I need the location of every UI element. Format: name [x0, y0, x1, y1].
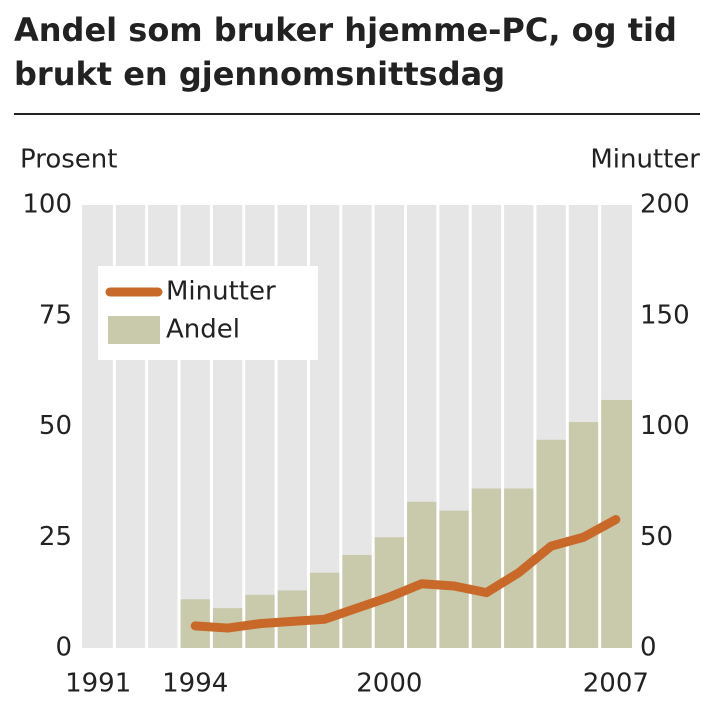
y-tick-label: 100	[22, 190, 72, 220]
bar	[405, 501, 438, 648]
legend-box	[98, 266, 318, 360]
legend-label: Minutter	[166, 277, 276, 307]
bar	[308, 572, 341, 648]
x-tick-label: 1994	[162, 669, 228, 699]
y-tick-label: 75	[39, 300, 72, 330]
x-tick-label: 2000	[356, 669, 422, 699]
y2-tick-label: 50	[640, 522, 673, 552]
legend-label: Andel	[166, 315, 240, 345]
y2-tick-label: 150	[640, 300, 690, 330]
y-tick-label: 25	[39, 522, 72, 552]
y2-tick-label: 100	[640, 411, 690, 441]
bar	[470, 488, 503, 648]
y-tick-label: 0	[55, 633, 72, 663]
y2-tick-label: 0	[640, 633, 657, 663]
chart-title: Andel som bruker hjemme-PC, og tid brukt…	[14, 11, 677, 93]
x-tick-label: 2007	[583, 669, 649, 699]
x-tick-label: 1991	[65, 669, 131, 699]
bar	[437, 510, 471, 648]
y-tick-label: 50	[39, 411, 72, 441]
y2-axis-label: Minutter	[590, 145, 700, 175]
y-axis-label: Prosent	[20, 145, 117, 175]
legend-swatch	[108, 316, 160, 344]
line	[190, 515, 621, 633]
y2-tick-label: 200	[640, 190, 690, 220]
